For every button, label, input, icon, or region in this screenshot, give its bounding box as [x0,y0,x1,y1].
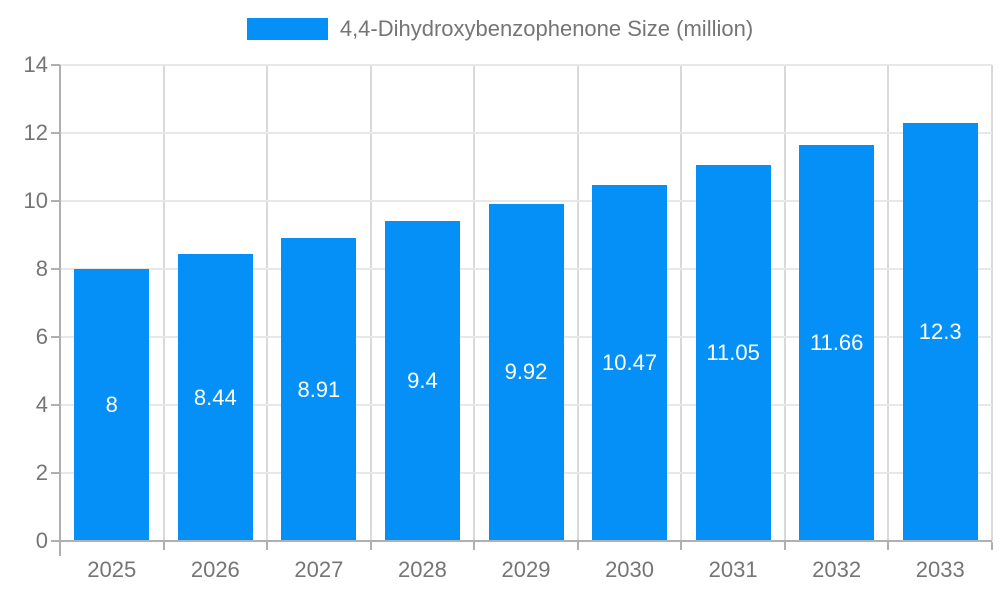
x-tick-label: 2033 [915,557,965,582]
bar[interactable]: 8.91 [281,238,357,541]
gridline-vertical [369,65,372,541]
x-tick-label: 2026 [190,557,240,582]
plot-area: 8 2025 8.44 2026 8.91 2027 9.4 2028 9.92 2029 10.4… [24,52,993,582]
x-tick-label: 2029 [501,557,551,582]
bar-value-label: 8 [105,392,118,417]
y-tick-label: 2 [35,460,48,485]
y-axis-tick [51,132,60,134]
x-axis-tick [680,542,683,550]
x-tick-label: 2028 [397,557,447,582]
y-axis-tick [51,472,60,474]
bar-value-label: 8.44 [193,384,237,410]
gridline-horizontal [60,132,992,134]
y-axis-tick [51,540,60,542]
x-tick-label: 2025 [87,557,137,582]
gridline-vertical [162,65,165,541]
gridline-vertical [887,65,890,541]
gridline-vertical [473,65,476,541]
x-axis-tick [991,542,993,550]
x-axis-tick [266,542,269,550]
y-tick-label: 14 [23,52,48,77]
bar-value-label: 9.4 [407,368,438,394]
x-axis-tick [576,542,579,550]
y-axis-tick [51,64,60,66]
x-axis-tick [783,542,786,550]
bar-value-label: 11.05 [706,340,760,366]
gridline-vertical [576,65,579,541]
y-axis-tick [51,200,60,202]
x-tick-label: 2030 [605,557,655,582]
bar[interactable]: 12.3 [902,122,978,541]
gridline-horizontal [60,200,992,202]
x-tick-label: 2027 [294,557,344,582]
bar-value-label: 10.47 [602,350,658,375]
gridline-vertical [783,65,786,541]
x-axis-tick [473,542,476,550]
x-tick-label: 2031 [708,557,758,582]
y-tick-label: 10 [23,188,48,213]
bar[interactable]: 8.44 [177,254,253,541]
bar-value-label: 9.92 [504,359,548,385]
y-tick-label: 6 [35,324,48,349]
bar-value-label: 12.3 [918,318,962,344]
bar[interactable]: 11.66 [799,144,875,541]
y-tick-label: 12 [23,120,48,145]
gridline-vertical [991,65,993,541]
x-axis-tick [162,542,165,550]
y-tick-label: 8 [35,256,48,281]
gridline-horizontal [60,64,992,66]
y-tick-label: 0 [35,528,48,553]
x-tick-label: 2032 [812,557,862,582]
x-axis-tick [369,542,372,550]
bar[interactable]: 9.4 [384,221,460,541]
bar[interactable]: 8 [74,269,150,541]
y-tick-label: 4 [35,392,48,417]
y-axis-tick [51,336,60,338]
legend[interactable]: 4,4-Dihydroxybenzophenone Size (million) [0,15,1000,43]
bar-value-label: 11.66 [809,329,864,355]
bar[interactable]: 9.92 [488,203,564,541]
x-axis-tick [887,542,890,550]
legend-swatch-icon [246,18,328,40]
bar[interactable]: 10.47 [592,185,668,541]
bar-value-label: 8.91 [297,376,341,402]
legend-label: 4,4-Dihydroxybenzophenone Size (million) [339,16,754,41]
gridline-vertical [680,65,683,541]
y-axis-line [59,65,61,556]
x-axis-line [60,540,992,542]
y-axis-tick [51,268,60,270]
gridline-vertical [266,65,269,541]
y-axis-tick [51,404,60,406]
bar[interactable]: 11.05 [695,165,771,541]
